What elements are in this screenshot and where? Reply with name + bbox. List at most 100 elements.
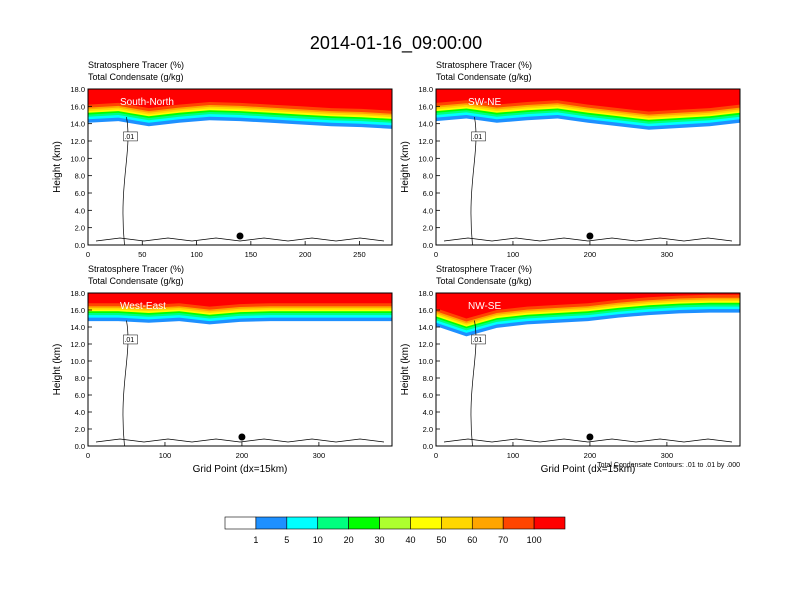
condensate-contour [443, 237, 733, 242]
tracer-band-8 [436, 293, 740, 319]
x-tick-label: 100 [190, 250, 203, 259]
y-axis-label: Height (km) [400, 141, 411, 193]
y-tick-label: 10.0 [418, 357, 433, 366]
panel-header-line2: Total Condensate (g/kg) [436, 276, 532, 286]
x-tick-label: 100 [507, 250, 520, 259]
contour-label-box [123, 131, 138, 142]
x-axis-label: Grid Point (dx=15km) [541, 464, 636, 475]
x-tick-label: 250 [353, 250, 366, 259]
plot-frame [435, 88, 741, 246]
y-tick-label: 10.0 [70, 154, 85, 163]
contour-label-box [471, 334, 486, 345]
plot-frame [87, 88, 393, 246]
colorbar-swatch [502, 516, 535, 530]
colorbar-label: 10 [313, 535, 323, 545]
x-axis-label: Grid Point (dx=15km) [193, 464, 288, 475]
y-tick-label: 14.0 [418, 120, 433, 129]
y-tick-label: 10.0 [418, 154, 433, 163]
y-tick-label: 14.0 [70, 120, 85, 129]
colorbar-swatch [286, 516, 319, 530]
plot-area-1: .01 [436, 89, 740, 245]
condensate-contour [443, 438, 733, 443]
cross-section-name: South-North [120, 97, 174, 108]
y-tick-label: 4.0 [75, 206, 85, 215]
contour-label-box [471, 131, 486, 142]
x-tick-label: 0 [86, 451, 90, 460]
colorbar-label: 20 [344, 535, 354, 545]
cross-section-0: Stratosphere Tracer (%) Total Condensate … [52, 60, 393, 259]
colorbar-swatch [410, 516, 442, 530]
colorbar: 1 5 10 20 30 40 50 60 70 100 [224, 516, 566, 545]
y-tick-label: 8.0 [75, 172, 85, 181]
y-tick-label: 0.0 [75, 442, 85, 451]
cross-section-3: Stratosphere Tracer (%) Total Condensate … [400, 264, 741, 475]
condensate-contour [95, 438, 385, 443]
colorbar-label: 40 [405, 535, 415, 545]
cross-section-name: West-East [120, 301, 166, 312]
x-tick-label: 150 [245, 250, 258, 259]
plot-area-0: .01 [88, 89, 392, 245]
condensate-contour [122, 320, 129, 446]
tracer-band-8 [88, 293, 392, 307]
panel-header-line1: Stratosphere Tracer (%) [88, 264, 184, 274]
y-tick-label: 4.0 [75, 408, 85, 417]
y-tick-label: 2.0 [423, 425, 433, 434]
colorbar-swatch [379, 516, 411, 530]
colorbar-swatch [224, 516, 257, 530]
y-tick-label: 0.0 [423, 241, 433, 250]
condensate-contour [470, 320, 477, 446]
y-tick-label: 14.0 [70, 323, 85, 332]
y-tick-label: 10.0 [70, 357, 85, 366]
x-tick-label: 200 [299, 250, 312, 259]
colorbar-swatch [471, 516, 504, 530]
y-tick-label: 6.0 [423, 391, 433, 400]
y-tick-label: 4.0 [423, 408, 433, 417]
colorbar-label: 100 [527, 535, 542, 545]
y-axis-label: Height (km) [52, 344, 63, 396]
y-tick-label: 12.0 [70, 340, 85, 349]
y-tick-label: 6.0 [423, 189, 433, 198]
panel-header-line1: Stratosphere Tracer (%) [88, 60, 184, 70]
cross-section-1: Stratosphere Tracer (%) Total Condensate … [400, 60, 741, 259]
plot-frame [435, 292, 741, 447]
cross-section-name: NW-SE [468, 301, 501, 312]
condensate-contour [470, 117, 477, 245]
colorbar-label: 5 [284, 535, 289, 545]
colorbar-label: 50 [436, 535, 446, 545]
x-tick-label: 100 [159, 451, 172, 460]
contour-label: .01 [472, 337, 482, 344]
colorbar-swatch [533, 516, 566, 530]
y-tick-label: 6.0 [75, 391, 85, 400]
x-tick-label: 0 [86, 250, 90, 259]
y-tick-label: 18.0 [70, 85, 85, 94]
contour-note: Total Condensate Contours: .01 to .01 by… [597, 462, 740, 469]
y-tick-label: 12.0 [70, 137, 85, 146]
panel-header-line2: Total Condensate (g/kg) [88, 276, 184, 286]
x-tick-label: 300 [661, 250, 674, 259]
y-tick-label: 8.0 [423, 172, 433, 181]
colorbar-label: 30 [375, 535, 385, 545]
contour-label: .01 [472, 134, 482, 141]
x-tick-label: 300 [313, 451, 326, 460]
y-tick-label: 2.0 [75, 425, 85, 434]
x-tick-label: 200 [584, 250, 597, 259]
contour-label: .01 [124, 337, 134, 344]
contour-label-box [123, 334, 138, 345]
panel-header-line1: Stratosphere Tracer (%) [436, 264, 532, 274]
colorbar-swatch [317, 516, 349, 530]
colorbar-label: 70 [498, 535, 508, 545]
y-tick-label: 18.0 [418, 289, 433, 298]
main-title: 2014-01-16_09:00:00 [309, 33, 483, 53]
location-marker [586, 232, 594, 240]
x-tick-label: 200 [236, 451, 249, 460]
condensate-contour [122, 117, 129, 245]
y-tick-label: 12.0 [418, 340, 433, 349]
colorbar-label: 1 [253, 535, 258, 545]
panel-header-line2: Total Condensate (g/kg) [88, 72, 184, 82]
y-axis-label: Height (km) [52, 141, 63, 193]
tracer-band-8 [436, 89, 740, 112]
y-tick-label: 18.0 [418, 85, 433, 94]
y-tick-label: 16.0 [418, 306, 433, 315]
location-marker [236, 232, 244, 240]
